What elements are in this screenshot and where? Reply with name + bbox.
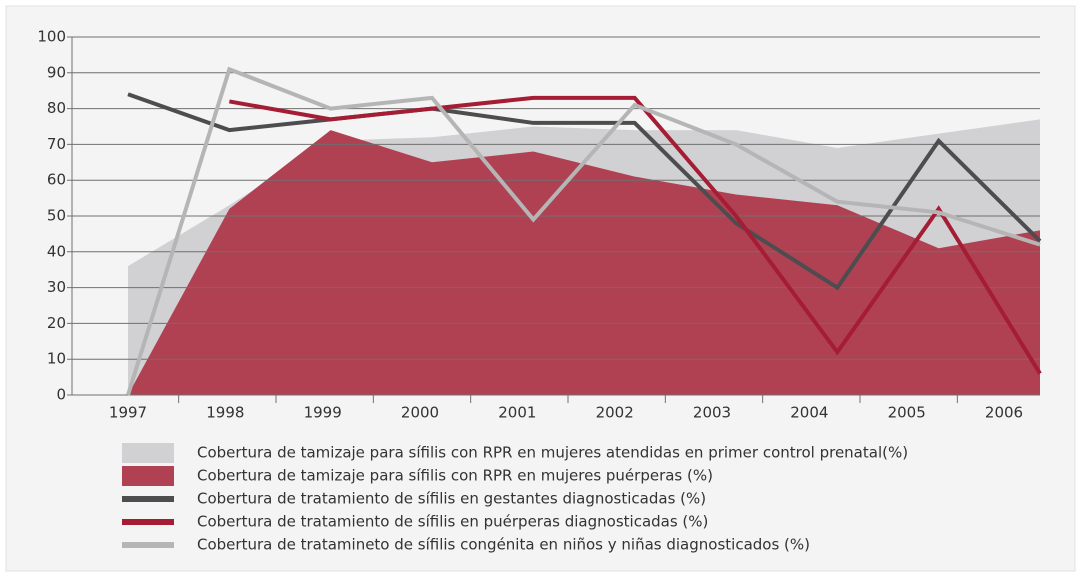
x-tick-label: 2000	[401, 404, 439, 422]
x-tick-label: 2003	[693, 404, 731, 422]
legend-label: Cobertura de tratamiento de sífilis en g…	[197, 490, 706, 508]
y-tick-label: 50	[47, 207, 66, 225]
x-tick-label: 2006	[985, 404, 1023, 422]
y-tick-label: 90	[47, 63, 66, 81]
legend-label: Cobertura de tamizaje para sífilis con R…	[197, 467, 713, 485]
x-tick-label: 2001	[498, 404, 536, 422]
x-tick-label: 2002	[596, 404, 634, 422]
legend-swatch	[122, 466, 174, 486]
y-tick-label: 100	[37, 28, 66, 46]
y-tick-label: 20	[47, 314, 66, 332]
line	[228, 95, 1042, 375]
y-tick-label: 60	[47, 171, 66, 189]
x-tick-label: 2004	[790, 404, 828, 422]
y-tick-label: 80	[47, 99, 66, 117]
y-tick-label: 30	[47, 278, 66, 296]
y-tick-label: 10	[47, 350, 66, 368]
legend: Cobertura de tamizaje para sífilis con R…	[122, 443, 908, 554]
line	[127, 92, 1042, 291]
legend-label: Cobertura de tamizaje para sífilis con R…	[197, 444, 908, 462]
x-tick-label: 1998	[206, 404, 244, 422]
x-tick-label: 1997	[109, 404, 147, 422]
legend-swatch	[122, 542, 174, 548]
x-tick-label: 2005	[888, 404, 926, 422]
y-tick-label: 70	[47, 135, 66, 153]
legend-swatch	[122, 496, 174, 502]
y-tick-label: 0	[56, 386, 66, 404]
legend-swatch	[122, 443, 174, 463]
legend-swatch	[122, 519, 174, 525]
y-tick-label: 40	[47, 242, 66, 260]
area	[128, 130, 1040, 395]
legend-label: Cobertura de tratamineto de sífilis cong…	[197, 536, 810, 554]
x-tick-label: 1999	[304, 404, 342, 422]
legend-label: Cobertura de tratamiento de sífilis en p…	[197, 513, 708, 531]
line	[126, 66, 1041, 396]
